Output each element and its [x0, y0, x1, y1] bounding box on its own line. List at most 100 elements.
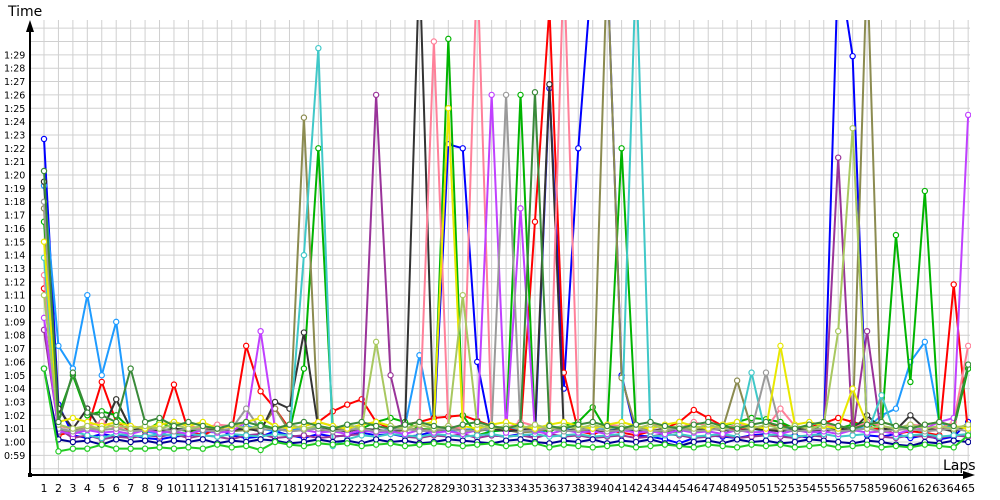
data-point — [459, 442, 466, 450]
data-point — [733, 436, 741, 443]
data-point — [112, 445, 120, 452]
data-point — [459, 428, 466, 435]
data-point — [878, 392, 885, 399]
x-tick-label: 1 — [41, 482, 48, 495]
x-tick-label: 50 — [745, 482, 759, 495]
y-tick-label: 1:02 — [4, 411, 25, 422]
data-point — [185, 438, 192, 446]
data-point — [242, 432, 250, 439]
data-point — [127, 425, 134, 432]
data-point — [820, 418, 827, 426]
data-point — [806, 436, 813, 443]
data-point — [936, 442, 943, 450]
data-point — [214, 425, 221, 432]
data-point — [950, 422, 957, 430]
data-point — [84, 432, 91, 439]
data-point — [228, 421, 235, 428]
data-point — [863, 421, 871, 428]
data-point — [661, 441, 669, 448]
data-point — [806, 442, 813, 450]
data-point — [199, 422, 207, 430]
data-point — [705, 418, 712, 426]
y-tick-label: 1:24 — [4, 117, 25, 128]
data-point — [719, 430, 726, 438]
data-point — [777, 422, 784, 430]
y-tick-label: 1:20 — [4, 171, 25, 182]
data-point — [517, 436, 524, 443]
data-point — [964, 111, 971, 119]
x-tick-label: 32 — [485, 482, 499, 495]
data-point — [849, 432, 856, 439]
y-tick-label: 1:26 — [4, 90, 25, 101]
data-point — [84, 291, 91, 299]
x-axis-arrow-icon — [963, 471, 975, 479]
data-point — [777, 405, 784, 412]
x-tick-label: 25 — [384, 482, 398, 495]
data-point — [257, 388, 264, 395]
data-point — [632, 444, 640, 451]
data-point — [892, 422, 900, 430]
y-tick-label: 1:13 — [4, 264, 25, 275]
data-point — [459, 437, 466, 444]
x-tick-label: 57 — [846, 482, 860, 495]
x-tick-label: 15 — [239, 482, 253, 495]
data-point — [112, 318, 120, 326]
data-point — [242, 342, 250, 350]
data-point — [315, 422, 322, 430]
data-point — [430, 422, 438, 430]
x-tick-label: 8 — [142, 482, 149, 495]
data-point — [445, 441, 452, 448]
x-tick-label: 29 — [441, 482, 455, 495]
data-point — [777, 430, 784, 438]
data-point — [257, 422, 264, 430]
data-point — [690, 421, 698, 428]
y-tick-label: 1:22 — [4, 144, 25, 155]
data-point — [849, 125, 856, 132]
x-tick-label: 18 — [282, 482, 296, 495]
data-point — [69, 425, 77, 432]
x-tick-label: 43 — [643, 482, 657, 495]
data-point — [517, 91, 524, 99]
data-point — [661, 422, 669, 430]
data-point — [936, 433, 943, 440]
data-point — [271, 430, 279, 438]
x-tick-label: 39 — [586, 482, 600, 495]
data-point — [257, 327, 264, 335]
data-point — [964, 432, 971, 439]
data-point — [964, 438, 971, 446]
data-point — [849, 425, 856, 432]
x-tick-label: 5 — [98, 482, 105, 495]
x-tick-label: 45 — [672, 482, 686, 495]
data-point — [835, 327, 842, 335]
data-point — [733, 444, 741, 451]
data-point — [777, 441, 784, 448]
data-point — [271, 438, 279, 446]
data-point — [416, 418, 423, 426]
data-point — [185, 444, 192, 451]
data-point — [98, 441, 105, 448]
y-tick-label: 1:19 — [4, 184, 25, 195]
data-point — [907, 378, 914, 386]
x-axis-title: Laps — [943, 458, 976, 474]
data-point — [315, 44, 322, 52]
data-point — [950, 444, 957, 451]
data-point — [878, 444, 885, 451]
data-point — [55, 418, 62, 426]
data-point — [170, 437, 178, 444]
data-point — [921, 441, 929, 448]
data-point — [748, 441, 755, 448]
data-point — [474, 358, 481, 366]
y-tick-label: 1:21 — [4, 157, 25, 168]
x-tick-label: 10 — [167, 482, 181, 495]
data-point — [575, 421, 582, 428]
x-tick-label: 14 — [225, 482, 239, 495]
data-point — [907, 432, 914, 439]
y-tick-label: 0:59 — [4, 451, 25, 462]
data-point — [531, 440, 539, 447]
x-tick-label: 28 — [427, 482, 441, 495]
data-point — [878, 418, 885, 426]
data-point — [488, 91, 495, 99]
data-point — [690, 444, 698, 451]
x-tick-labels: 1 2 3 4 5 6 7 8 9 10 11 12 13 14 15 16 17 18 19 20 21 22 23 24 2… — [41, 482, 976, 495]
data-point — [748, 369, 755, 376]
